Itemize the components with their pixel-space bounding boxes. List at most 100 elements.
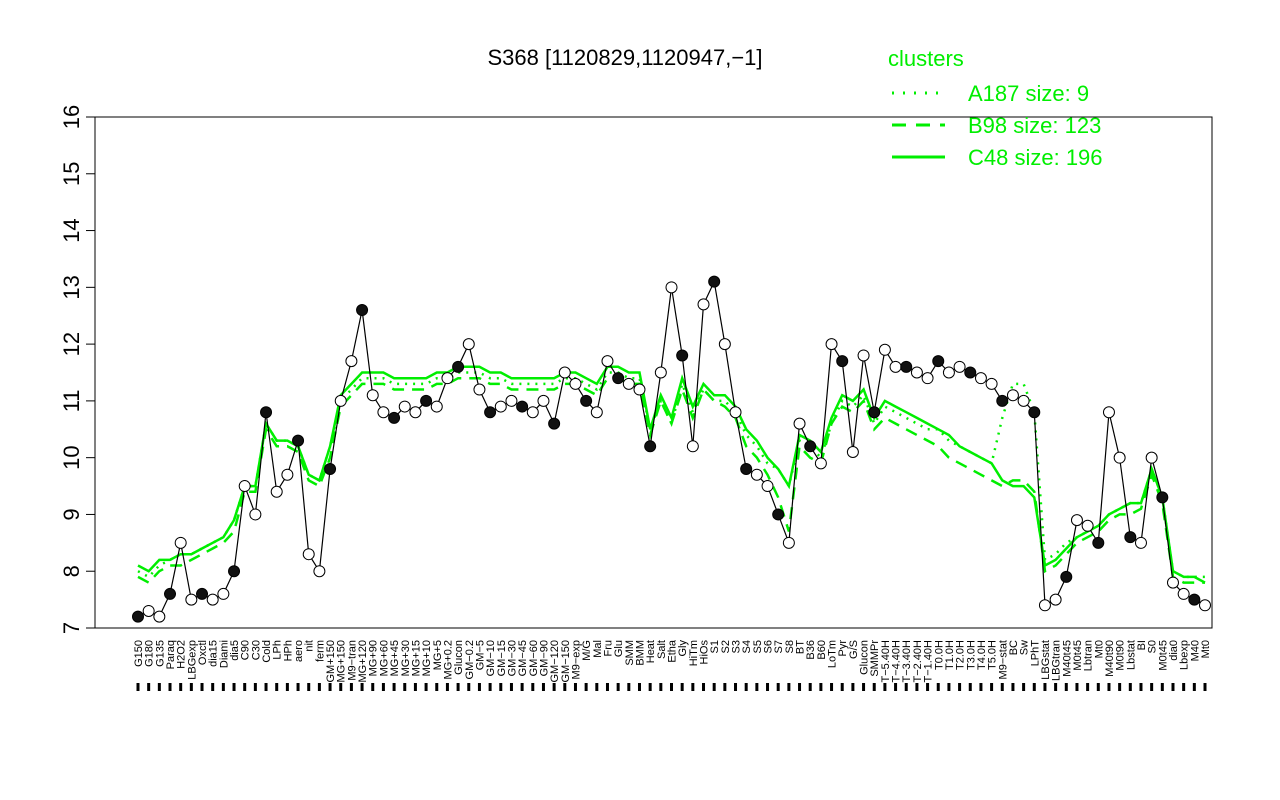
data-point [761,480,774,493]
x-tick-label: LBGtran [1051,640,1063,681]
x-tick-label: Lbexp [1179,640,1191,670]
x-tick-label: C90 [240,640,252,660]
x-tick [1128,683,1132,691]
data-point [217,587,230,600]
x-tick [990,683,994,691]
x-tick [1022,683,1026,691]
x-tick-label: M9−tran [346,640,358,681]
data-point [612,372,625,385]
x-tick-label: G/S [848,640,860,659]
x-tick [1086,683,1090,691]
data-point [878,343,891,356]
y-tick-label: 9 [59,508,84,520]
x-tick [179,683,183,691]
x-tick [595,683,599,691]
x-tick [1139,683,1143,691]
x-tick-label: S0 [1147,640,1159,653]
x-tick-label: dia0 [1168,640,1180,661]
x-tick-label: T2.0H [955,640,967,670]
x-tick-label: SMM [624,640,636,666]
data-point [814,457,827,470]
x-tick-label: aero [293,640,305,662]
x-tick-label: HPh [282,640,294,661]
x-tick-label: M/G [581,640,593,661]
x-tick-label: Glucon [453,640,465,675]
data-point [302,548,315,561]
x-tick [605,683,609,691]
x-tick-label: M40t45 [1061,640,1073,677]
plot-frame [94,116,1213,629]
x-tick [744,683,748,691]
data-point [1102,406,1115,419]
x-tick-label: Glu [613,640,625,657]
data-point [857,349,870,362]
x-tick-label: T−3.40H [901,640,913,683]
x-tick-label: H2O2 [176,640,188,669]
y-tick-label: 7 [59,622,84,634]
data-point [750,468,763,481]
data-point [633,383,646,396]
x-tick-label: T−4.40H [891,640,903,683]
x-tick-label: MG+0.2 [442,640,454,679]
x-tick [552,683,556,691]
x-tick-label: G150 [133,640,145,667]
x-axis: G150G180G135ParaqH2O2LBGexpOxctldia15Dia… [133,639,1212,691]
data-point [718,338,731,351]
legend-title: clusters [888,46,964,71]
x-tick-label: Salt [656,640,668,659]
x-tick-label: BI [1136,640,1148,650]
x-tick [1032,683,1036,691]
data-point [793,417,806,430]
x-tick-label: BT [795,640,807,654]
x-tick [691,683,695,691]
legend: clusters A187 size: 9 B98 size: 123 C48 … [888,46,1103,170]
data-point [825,338,838,351]
x-tick [776,683,780,691]
x-tick [563,683,567,691]
x-tick-label: S3 [731,640,743,653]
x-tick-label: Pyr [837,640,849,657]
x-tick [883,683,887,691]
x-tick [819,683,823,691]
x-tick [968,683,972,691]
x-tick-label: S8 [784,640,796,653]
data-point [590,406,603,419]
x-tick [488,683,492,691]
y-tick-label: 11 [59,389,84,412]
x-tick-label: GM−60 [528,640,540,676]
data-point [1060,570,1073,583]
data-point [409,406,422,419]
x-tick-label: Glucon [859,640,871,675]
cluster-line-dashed [137,376,1205,585]
x-tick-label: GM−0.2 [464,640,476,679]
data-point [281,468,294,481]
x-tick [264,683,268,691]
data-point [1092,536,1105,549]
data-point [953,360,966,373]
x-tick [189,683,193,691]
x-tick [509,683,513,691]
x-tick-label: MG+10 [421,640,433,676]
x-tick-label: LBGstat [1040,640,1052,680]
data-point [900,360,913,373]
data-point [345,355,358,368]
y-axis: 7 8 9 10 11 12 13 14 15 16 [59,105,95,634]
data-point [1113,451,1126,464]
data-point [334,394,347,407]
x-tick [531,683,535,691]
data-point [1145,451,1158,464]
x-tick [168,683,172,691]
x-tick [445,683,449,691]
x-tick [211,683,215,691]
x-tick [136,683,140,691]
y-tick-label: 8 [59,565,84,577]
data-point [185,593,198,606]
data-point [1134,536,1147,549]
data-point [238,480,251,493]
x-tick [371,683,375,691]
x-tick [926,683,930,691]
x-tick-label: Mal [592,640,604,658]
x-tick-label: B36 [805,640,817,660]
x-tick [1203,683,1207,691]
data-point [580,394,593,407]
